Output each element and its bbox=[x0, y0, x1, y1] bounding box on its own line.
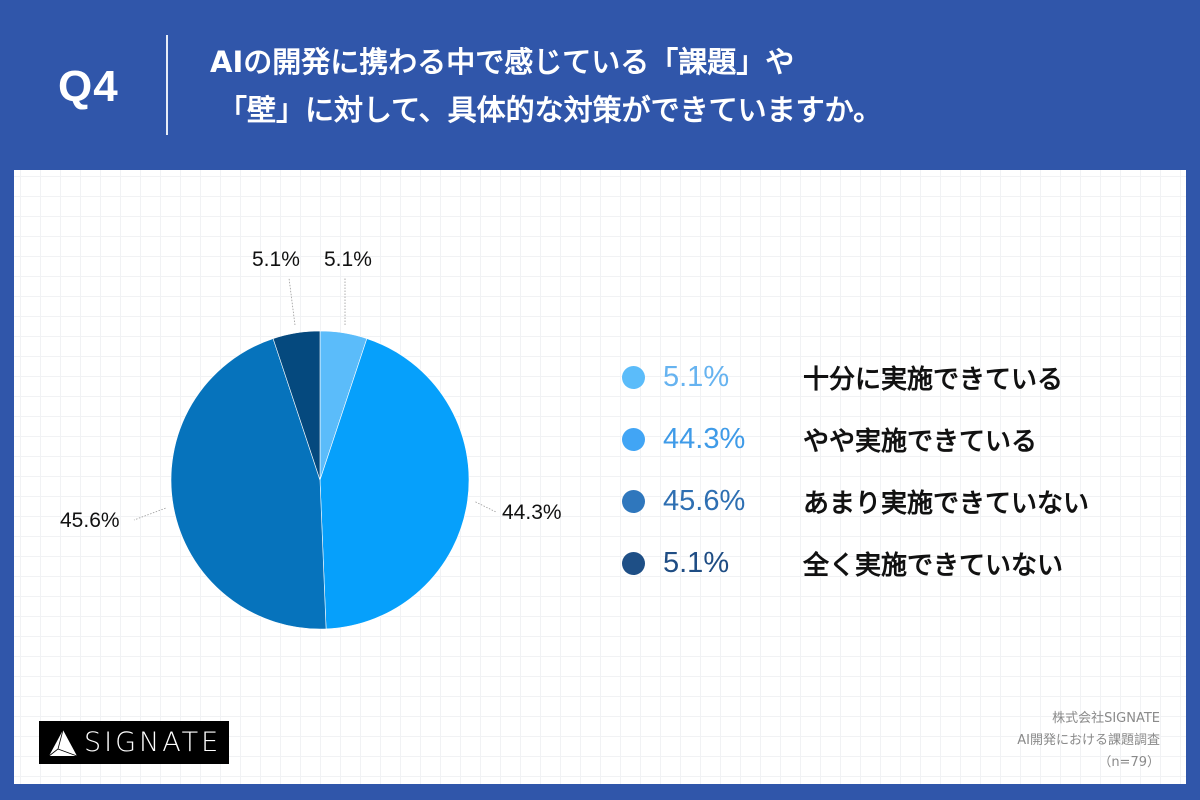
legend-percent: 5.1% bbox=[663, 360, 730, 393]
leader-line bbox=[475, 501, 497, 513]
legend-label: やや実施できている bbox=[803, 426, 1038, 457]
legend-item: 44.3% やや実施できている bbox=[622, 408, 1089, 470]
legend: 5.1% 十分に実施できている 44.3% やや実施できている 45.6% あま… bbox=[622, 346, 1089, 594]
signate-triangle-icon bbox=[48, 729, 78, 756]
source-survey: AI開発における課題調査 bbox=[1017, 733, 1160, 748]
logo-text: SIGNATE bbox=[84, 727, 222, 758]
legend-label: 十分に実施できている bbox=[803, 364, 1064, 395]
legend-dot-icon bbox=[622, 489, 645, 513]
source-note: 株式会社SIGNATE AI開発における課題調査 （n=79） bbox=[1017, 708, 1160, 774]
legend-item: 45.6% あまり実施できていない bbox=[622, 470, 1089, 532]
title-line-2: 「壁」に対して、具体的な対策ができていますか。 bbox=[218, 93, 883, 127]
pie-chart bbox=[133, 277, 497, 630]
header: Q4 AIの開発に携わる中で感じている「課題」や 「壁」に対して、具体的な対策が… bbox=[0, 0, 1200, 170]
pie-label-top-right: 5.1% bbox=[324, 248, 372, 271]
pie-slice bbox=[319, 338, 470, 630]
question-number: Q4 bbox=[58, 62, 119, 111]
pie-label-left: 45.6% bbox=[60, 509, 120, 532]
legend-dot-icon bbox=[622, 551, 645, 575]
question-title: AIの開発に携わる中で感じている「課題」や 「壁」に対して、具体的な対策ができて… bbox=[210, 38, 1110, 134]
legend-percent: 45.6% bbox=[663, 484, 746, 517]
source-company: 株式会社SIGNATE bbox=[1052, 711, 1160, 726]
header-divider bbox=[166, 35, 168, 135]
pie-slice bbox=[170, 338, 327, 630]
legend-label: 全く実施できていない bbox=[803, 550, 1064, 581]
pie-slice bbox=[272, 330, 321, 481]
legend-item: 5.1% 十分に実施できている bbox=[622, 346, 1089, 408]
leader-line bbox=[133, 507, 166, 521]
pie-label-right: 44.3% bbox=[502, 501, 562, 524]
leader-line bbox=[288, 277, 296, 326]
source-sample-size: （n=79） bbox=[1098, 755, 1160, 770]
legend-label: あまり実施できていない bbox=[803, 488, 1090, 519]
legend-percent: 5.1% bbox=[663, 546, 730, 579]
chart-panel: 5.1% 5.1% 44.3% 45.6% 5.1% 十分に実施できている 44… bbox=[14, 170, 1186, 784]
legend-dot-icon bbox=[622, 365, 645, 389]
legend-dot-icon bbox=[622, 427, 645, 451]
legend-percent: 44.3% bbox=[663, 422, 746, 455]
pie-label-top-left: 5.1% bbox=[252, 248, 300, 271]
legend-item: 5.1% 全く実施できていない bbox=[622, 532, 1089, 594]
title-line-1: AIの開発に携わる中で感じている「課題」や bbox=[210, 45, 795, 79]
signate-logo: SIGNATE bbox=[39, 721, 229, 764]
